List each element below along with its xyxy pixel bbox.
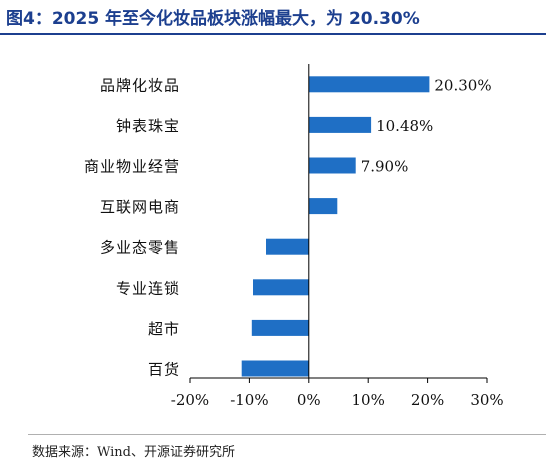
- x-tick-label: 30%: [470, 391, 503, 409]
- data-label: 7.90%: [361, 158, 409, 176]
- bar-2: [308, 116, 372, 133]
- bar-8: [241, 360, 309, 377]
- bar-5: [266, 238, 309, 255]
- category-label: 商业物业经营: [84, 158, 180, 176]
- x-tick-label: 0%: [297, 391, 321, 409]
- x-tick-label: -20%: [171, 391, 209, 409]
- bar-7: [251, 319, 309, 336]
- data-label: 20.30%: [434, 76, 491, 94]
- category-label: 多业态零售: [100, 239, 180, 257]
- bar-3: [308, 157, 356, 174]
- bar-chart: 品牌化妆品 20.30% 钟表珠宝 10.48% 商业物业经营 7.90% 互联网电商多业态…: [84, 64, 504, 409]
- source-note: 数据来源：Wind、开源证券研究所: [32, 445, 235, 460]
- x-tick-label: 10%: [352, 391, 385, 409]
- footer-divider: [28, 434, 546, 435]
- x-tick-label: -10%: [230, 391, 268, 409]
- x-tick-label: 20%: [411, 391, 444, 409]
- category-label: 百货: [148, 361, 180, 379]
- category-label: 品牌化妆品: [100, 76, 180, 94]
- data-label: 10.48%: [376, 117, 433, 135]
- title-divider: [0, 33, 546, 35]
- category-label: 超市: [148, 320, 180, 338]
- bar-4: [308, 198, 338, 215]
- category-label: 专业连锁: [116, 279, 180, 297]
- bar-1: [308, 76, 430, 93]
- category-label: 钟表珠宝: [116, 117, 180, 135]
- chart-title: 图4：2025 年至今化妆品板块涨幅最大，为 20.30%: [6, 9, 420, 29]
- bar-6: [253, 279, 309, 296]
- category-label: 互联网电商: [100, 198, 180, 216]
